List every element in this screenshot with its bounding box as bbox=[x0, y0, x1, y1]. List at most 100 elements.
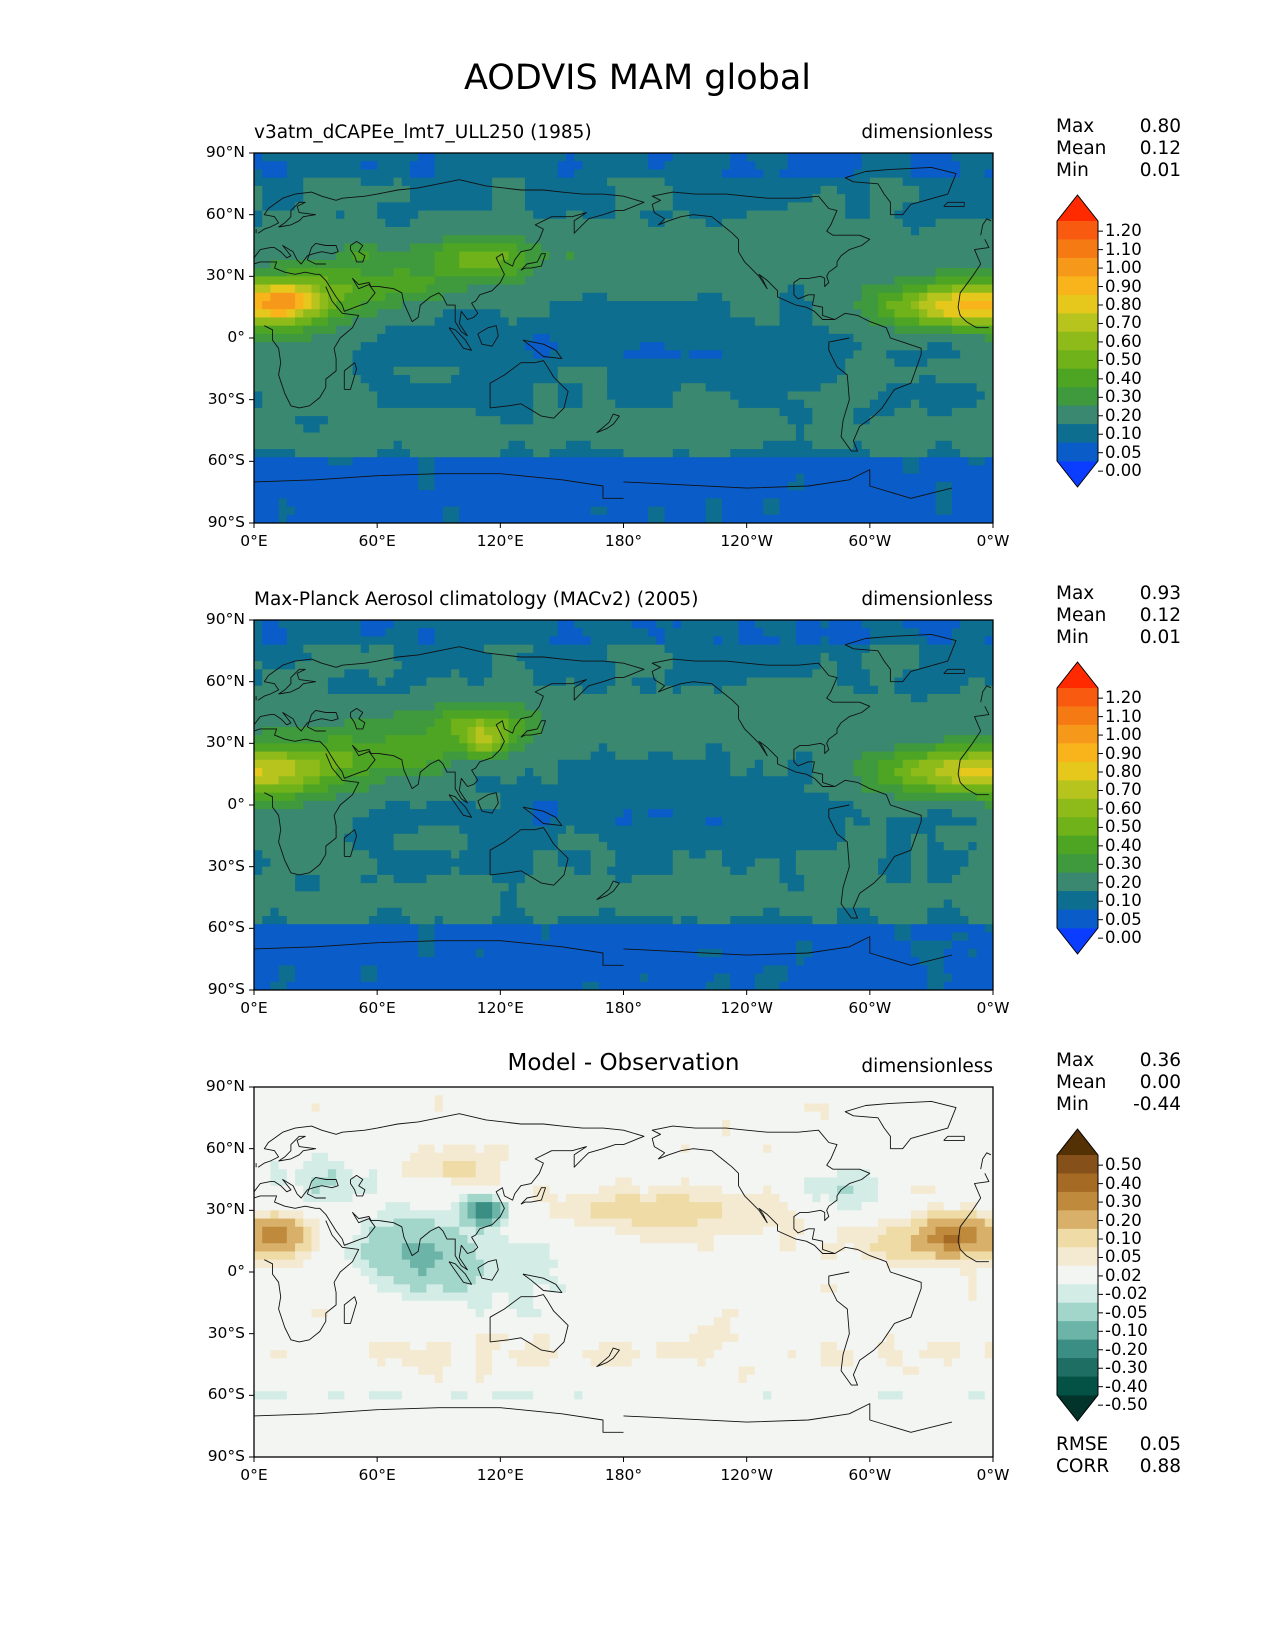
y-tick-label: 30°N bbox=[205, 733, 245, 752]
contour-cell bbox=[886, 1251, 937, 1261]
contour-cell bbox=[442, 1161, 477, 1170]
contour-cell bbox=[927, 916, 969, 925]
contour-cell bbox=[278, 776, 304, 786]
contour-cell bbox=[754, 858, 781, 868]
contour-cell bbox=[828, 620, 863, 629]
contour-cell bbox=[254, 416, 296, 425]
contour-cell bbox=[533, 1185, 551, 1195]
contour-cell bbox=[549, 309, 731, 319]
contour-cell bbox=[804, 1103, 830, 1113]
contour-cell bbox=[344, 292, 386, 302]
contour-cell bbox=[820, 1243, 846, 1253]
contour-cell bbox=[459, 514, 649, 523]
colorbar-segment bbox=[1057, 1339, 1098, 1359]
contour-cell bbox=[574, 251, 993, 261]
contour-cell bbox=[557, 776, 813, 786]
contour-cell bbox=[368, 251, 436, 261]
colorbar-segment bbox=[1057, 1376, 1098, 1396]
contour-cell bbox=[738, 1374, 748, 1384]
contour-cell bbox=[492, 916, 534, 925]
contour-cell bbox=[869, 669, 904, 679]
contour-cell bbox=[549, 1267, 961, 1277]
colorbar-label: 1.20 bbox=[1105, 688, 1142, 708]
contour-cell bbox=[910, 940, 953, 950]
contour-cell bbox=[533, 858, 559, 868]
colorbar-segment bbox=[1057, 1302, 1098, 1322]
contour-cell bbox=[377, 677, 386, 687]
contour-cell bbox=[442, 506, 460, 516]
contour-cell bbox=[984, 1341, 993, 1351]
colorbar-segment bbox=[1057, 239, 1098, 259]
contour-cell bbox=[303, 784, 329, 794]
contour-cell bbox=[861, 1251, 887, 1261]
contour-cell bbox=[336, 325, 386, 335]
contour-cell bbox=[401, 1251, 444, 1261]
colorbar-segment bbox=[1057, 761, 1098, 781]
map-panel-2 bbox=[254, 620, 993, 990]
contour-cell bbox=[894, 932, 912, 942]
contour-cell bbox=[254, 1251, 296, 1261]
contour-cell bbox=[557, 366, 608, 376]
contour-cell bbox=[492, 751, 510, 761]
contour-cell bbox=[418, 1366, 444, 1376]
contour-cell bbox=[664, 506, 707, 516]
colorbar-segment bbox=[1057, 1210, 1098, 1230]
x-tick-label: 60°E bbox=[358, 532, 396, 550]
x-tick-label: 120°E bbox=[476, 1466, 524, 1484]
contour-cell bbox=[254, 899, 501, 909]
y-tick-label: 60°S bbox=[207, 1385, 245, 1404]
contour-cell bbox=[730, 161, 756, 171]
contour-cell bbox=[410, 449, 501, 458]
contour-cell bbox=[869, 210, 896, 220]
contour-cell bbox=[984, 1391, 993, 1401]
contour-cell bbox=[804, 1177, 879, 1187]
contour-cell bbox=[492, 669, 534, 679]
contour-cell bbox=[418, 636, 436, 646]
contour-cell bbox=[524, 702, 993, 712]
contour-cell bbox=[533, 735, 945, 744]
contour-cell bbox=[410, 218, 649, 228]
contour-cell bbox=[869, 1243, 912, 1253]
contour-cell bbox=[254, 1284, 378, 1294]
contour-cell bbox=[607, 685, 641, 695]
contour-cell bbox=[418, 1267, 428, 1277]
contour-cell bbox=[869, 399, 912, 409]
colorbar-segment bbox=[1057, 424, 1098, 443]
coastline bbox=[255, 1152, 992, 1170]
contour-cell bbox=[410, 185, 493, 195]
colorbar-segment bbox=[1057, 331, 1098, 351]
contour-cell bbox=[722, 685, 855, 695]
contour-cell bbox=[689, 210, 748, 220]
contour-cell bbox=[377, 309, 444, 319]
contour-cell bbox=[943, 1202, 961, 1211]
contour-cell bbox=[878, 301, 887, 310]
contour-cell bbox=[927, 751, 969, 761]
contour-cell bbox=[401, 301, 551, 310]
contour-cell bbox=[368, 1226, 460, 1236]
contour-cell bbox=[607, 866, 674, 876]
contour-cell bbox=[524, 743, 600, 753]
contour-cell bbox=[327, 1152, 411, 1162]
contour-cell bbox=[467, 726, 477, 736]
colorbar-segment bbox=[1057, 1265, 1098, 1285]
contour-cell bbox=[771, 1391, 879, 1401]
contour-cell bbox=[303, 292, 313, 302]
contour-cell bbox=[360, 965, 378, 975]
contour-cell bbox=[689, 449, 731, 458]
stat-label: Max bbox=[1056, 116, 1095, 137]
contour-cell bbox=[672, 202, 789, 212]
contour-cell bbox=[385, 628, 419, 638]
contour-cell bbox=[861, 751, 896, 761]
contour-cell bbox=[475, 1210, 493, 1220]
contour-cell bbox=[254, 284, 272, 294]
contour-cell bbox=[689, 1193, 781, 1203]
contour-cell bbox=[927, 850, 969, 860]
contour-cell bbox=[524, 726, 542, 736]
contour-cell bbox=[795, 1210, 912, 1220]
colorbar-label: -0.05 bbox=[1105, 1302, 1148, 1322]
contour-cell bbox=[492, 652, 518, 662]
contour-cell bbox=[976, 792, 993, 802]
contour-cell bbox=[672, 210, 690, 220]
contour-cell bbox=[910, 1210, 928, 1220]
contour-cell bbox=[508, 1144, 682, 1154]
